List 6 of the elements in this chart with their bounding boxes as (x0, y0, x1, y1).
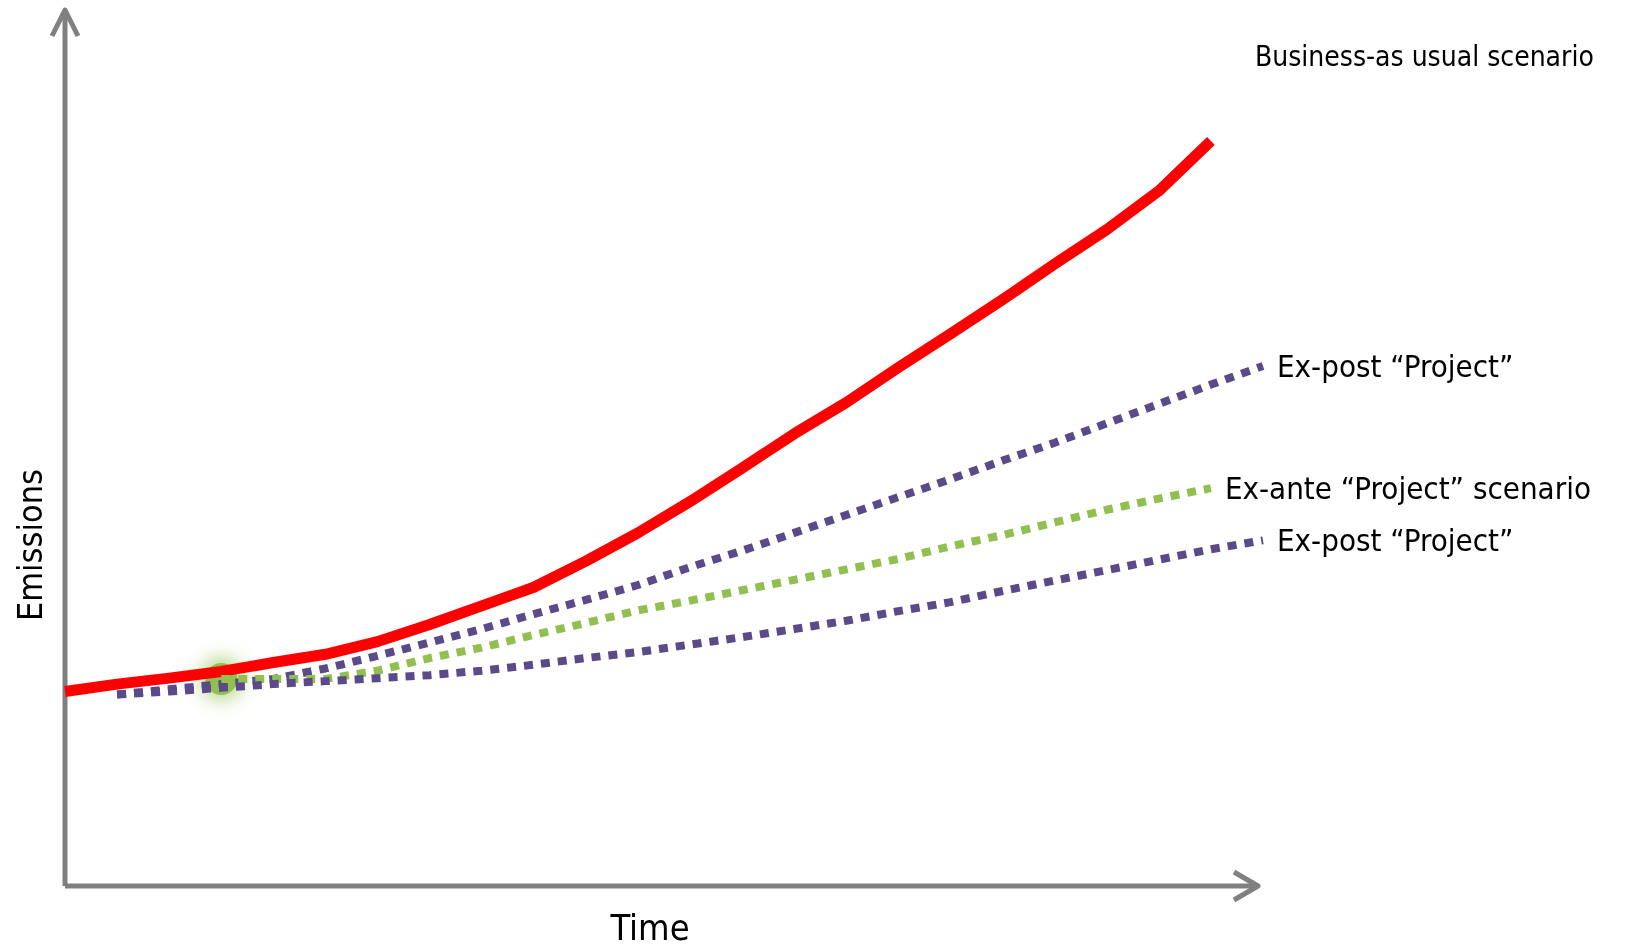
x-axis-title: Time (609, 907, 690, 947)
text: Business-as usual scenario (1254, 40, 1594, 73)
series-label: Ex-ante “Project” scenario (1224, 470, 1591, 507)
series-label: Ex-post “Project” (1277, 522, 1514, 559)
series-label: Ex-post “Project” (1277, 347, 1514, 384)
y-axis-title: Emissions (10, 468, 50, 622)
